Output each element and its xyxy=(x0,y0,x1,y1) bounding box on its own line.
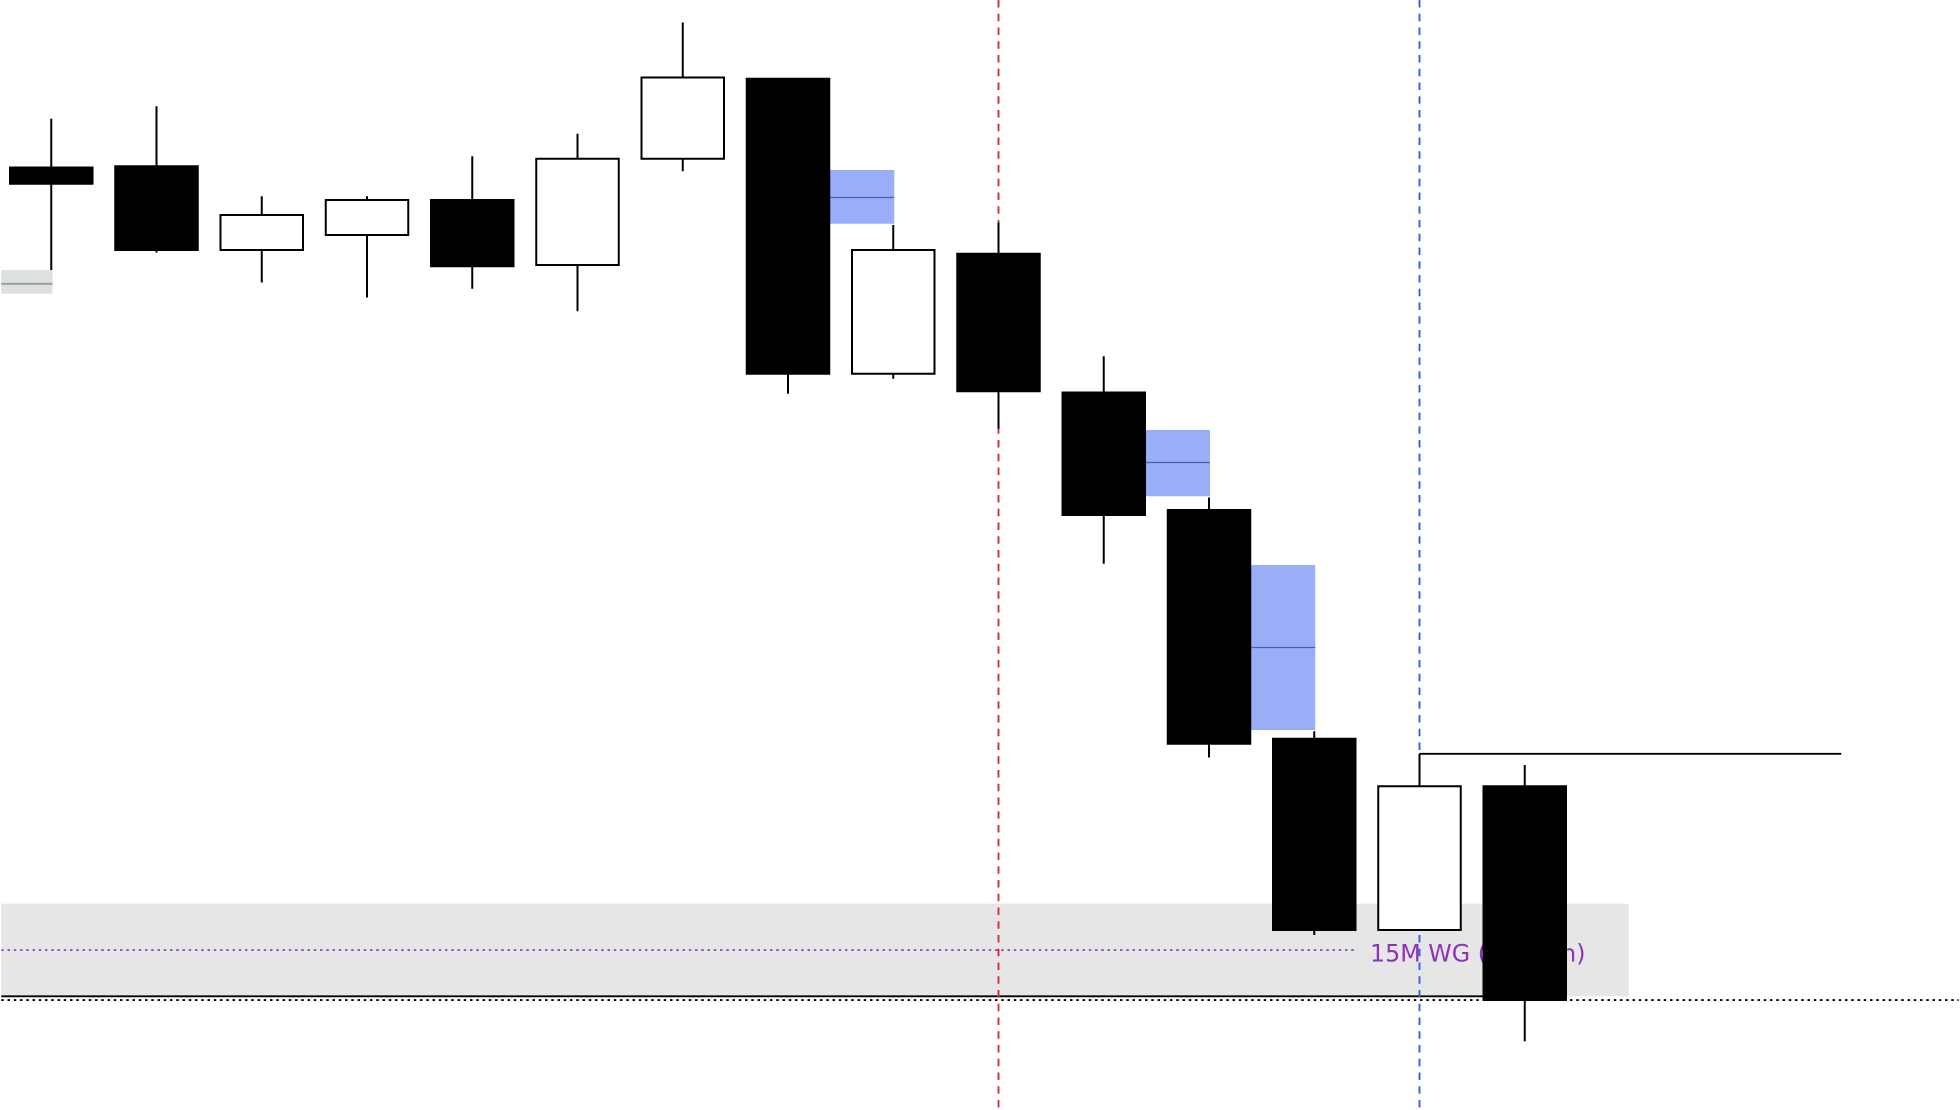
candle-body-5 xyxy=(429,199,515,268)
candle-body-14 xyxy=(1377,785,1462,931)
candle-body-7 xyxy=(640,76,726,160)
candle-body-11 xyxy=(1061,391,1146,516)
candle-body-6 xyxy=(535,157,620,266)
level-box xyxy=(1,270,53,294)
candle-body-9 xyxy=(850,249,936,375)
candle-body-4 xyxy=(324,199,410,236)
candle-body-3 xyxy=(219,214,304,251)
candle-body-12 xyxy=(1166,509,1252,745)
candle-body-10 xyxy=(956,252,1041,393)
candle-body-15 xyxy=(1482,785,1568,1001)
candle-body-8 xyxy=(745,77,831,375)
candle-body-2 xyxy=(114,165,199,251)
candle-body-13 xyxy=(1272,737,1357,931)
candle-body-1 xyxy=(9,166,94,185)
